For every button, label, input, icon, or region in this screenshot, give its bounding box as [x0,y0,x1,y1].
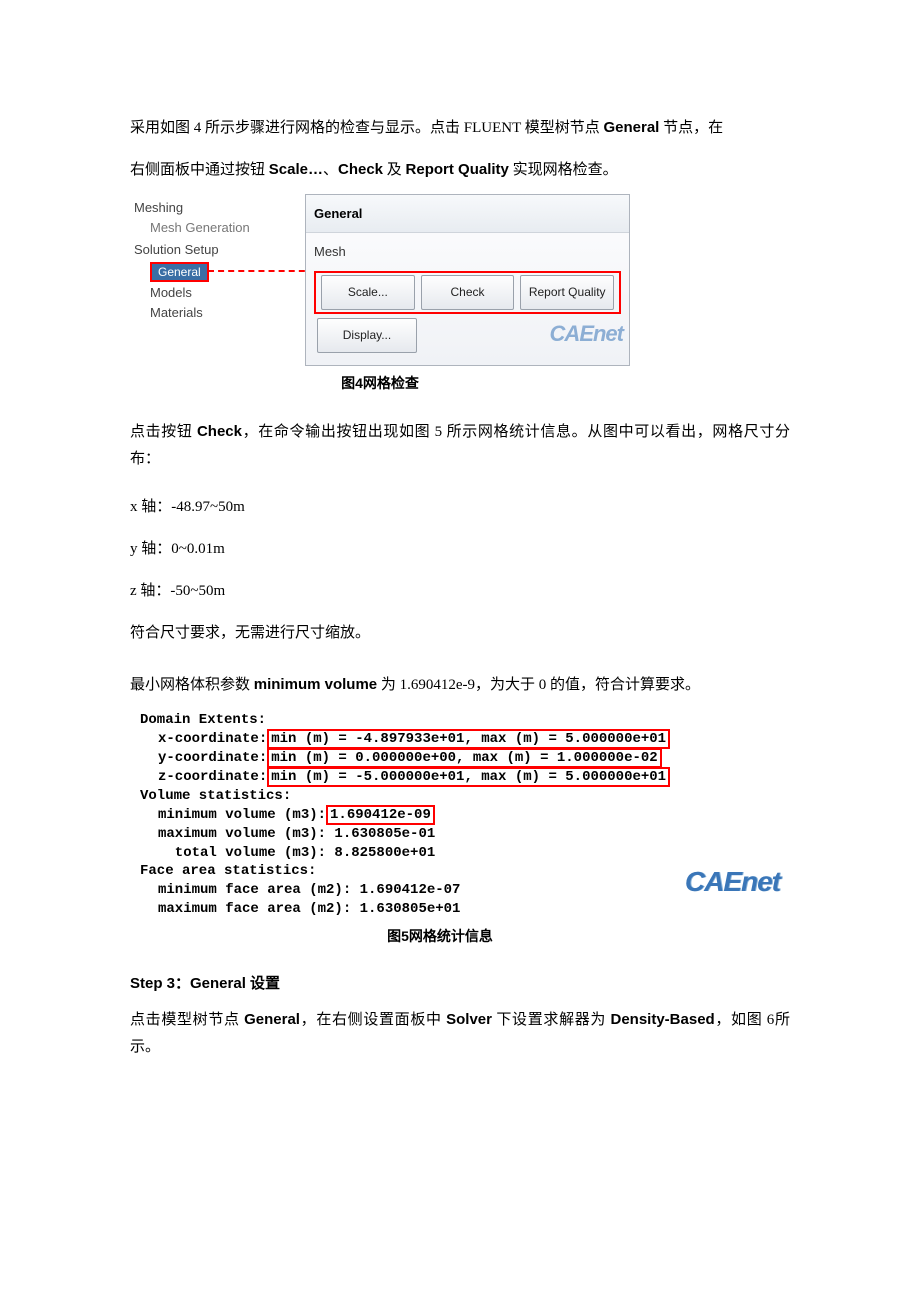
y-axis-range: y 轴：0~0.01m [130,531,790,567]
panel-mesh-label: Mesh [306,233,629,267]
general-panel: General Mesh Scale... Check Report Quali… [305,194,630,366]
text: 点击模型树节点 [130,1012,244,1028]
check-bold: Check [338,161,383,178]
x-axis-range: x 轴：-48.97~50m [130,489,790,525]
caenet-watermark: CAEnet [550,308,623,361]
panel-title: General [306,195,629,233]
face-area-stats-header: Face area statistics: [140,862,740,881]
model-tree: Meshing Mesh Generation Solution Setup G… [130,194,305,366]
x-coord-label: x-coordinate: [158,731,267,747]
caenet-watermark-2: CAEnet [685,863,780,901]
tree-models[interactable]: Models [130,283,305,303]
text: 、 [323,162,338,178]
figure-5-console: Domain Extents: x-coordinate:min (m) = -… [140,711,740,919]
tree-solution-setup[interactable]: Solution Setup [130,240,305,260]
text: 节点，在 [659,120,723,136]
y-coord-line: y-coordinate:min (m) = 0.000000e+00, max… [140,749,740,768]
x-coord-values: min (m) = -4.897933e+01, max (m) = 5.000… [267,729,670,749]
reportquality-bold: Report Quality [406,161,509,178]
min-face-area-line: minimum face area (m2): 1.690412e-07 [140,881,740,900]
max-volume-line: maximum volume (m3): 1.630805e-01 [140,825,740,844]
z-coord-label: z-coordinate: [158,769,267,785]
text: ，在右侧设置面板中 [300,1012,446,1028]
text: 为 1.690412e-9，为大于 0 的值，符合计算要求。 [377,677,700,693]
z-coord-values: min (m) = -5.000000e+01, max (m) = 5.000… [267,767,670,787]
solver-bold: Solver [446,1011,492,1028]
max-face-area-line: maximum face area (m2): 1.630805e+01 [140,900,740,919]
tree-general-node[interactable]: General [150,262,209,282]
scale-bold: Scale… [269,161,323,178]
z-axis-range: z 轴：-50~50m [130,573,790,609]
figure-4-caption: 图4网格检查 [130,372,630,394]
step-3-paragraph: 点击模型树节点 General，在右侧设置面板中 Solver 下设置求解器为 … [130,1006,790,1061]
scale-button[interactable]: Scale... [321,275,415,310]
size-ok-paragraph: 符合尺寸要求，无需进行尺寸缩放。 [130,615,790,651]
min-volume-label: minimum volume (m3): [158,807,326,823]
density-based-bold: Density-Based [611,1011,715,1028]
text: 及 [383,162,406,178]
min-volume-paragraph: 最小网格体积参数 minimum volume 为 1.690412e-9，为大… [130,667,790,703]
general-bold: General [603,119,659,136]
total-volume-line: total volume (m3): 8.825800e+01 [140,844,740,863]
y-coord-label: y-coordinate: [158,750,267,766]
z-coord-line: z-coordinate:min (m) = -5.000000e+01, ma… [140,768,740,787]
minimum-volume-bold: minimum volume [254,676,377,693]
text: 右侧面板中通过按钮 [130,162,269,178]
y-coord-values: min (m) = 0.000000e+00, max (m) = 1.0000… [267,748,661,768]
step-3-heading: Step 3：General 设置 [130,972,790,996]
tree-materials[interactable]: Materials [130,303,305,323]
check-result-paragraph: 点击按钮 Check，在命令输出按钮出现如图 5 所示网格统计信息。从图中可以看… [130,418,790,473]
min-volume-line: minimum volume (m3):1.690412e-09 [140,806,740,825]
tree-meshing[interactable]: Meshing [130,198,305,218]
text: 实现网格检查。 [509,162,618,178]
check-bold-2: Check [197,423,242,440]
text: 最小网格体积参数 [130,677,254,693]
intro-paragraph-line2: 右侧面板中通过按钮 Scale…、Check 及 Report Quality … [130,152,790,188]
general-bold-2: General [244,1011,300,1028]
text: 点击按钮 [130,424,197,440]
tree-mesh-generation[interactable]: Mesh Generation [130,218,305,238]
figure-5-caption: 图5网格统计信息 [140,925,740,947]
x-coord-line: x-coordinate:min (m) = -4.897933e+01, ma… [140,730,740,749]
min-volume-value: 1.690412e-09 [326,805,435,825]
text: 下设置求解器为 [492,1012,611,1028]
volume-stats-header: Volume statistics: [140,787,740,806]
check-button[interactable]: Check [421,275,515,310]
text: 采用如图 4 所示步骤进行网格的检查与显示。点击 FLUENT 模型树节点 [130,120,603,136]
report-quality-button[interactable]: Report Quality [520,275,614,310]
domain-extents-header: Domain Extents: [140,711,740,730]
intro-paragraph-line1: 采用如图 4 所示步骤进行网格的检查与显示。点击 FLUENT 模型树节点 Ge… [130,110,790,146]
display-button[interactable]: Display... [317,318,417,353]
figure-4: Meshing Mesh Generation Solution Setup G… [130,194,630,366]
